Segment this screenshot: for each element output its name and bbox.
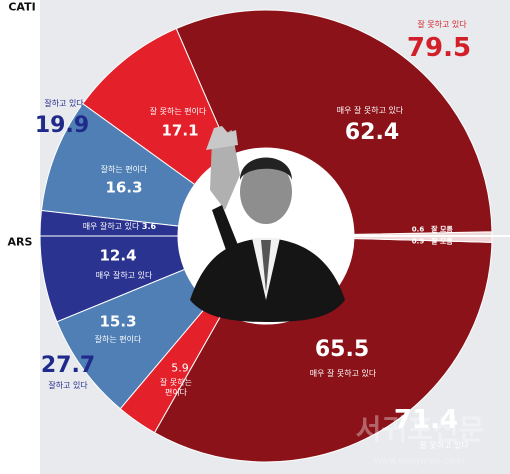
cati-very-bad-label: 매우 잘 못하고 있다 [336, 106, 404, 115]
ars-very-bad-label: 매우 잘 못하고 있다 [309, 369, 377, 378]
cati-good-label: 잘하는 편이다 [100, 165, 148, 174]
ars-bad-value: 5.9 [171, 361, 189, 375]
ars-very-good-label: 매우 잘하고 있다 [95, 271, 153, 280]
ars-bad-label: 잘 못하는 [160, 378, 192, 387]
ars-total-good-label: 잘하고 있다 [48, 381, 88, 390]
cati-total-good-value: 19.9 [34, 113, 90, 138]
cati-total-bad-label: 잘 못하고 있다 [417, 20, 467, 29]
ars-unknown-value: 0.9 [411, 237, 425, 246]
ars-unknown-label: 잘 모름 [431, 237, 453, 246]
cati-bad-label: 잘 못하는 편이다 [149, 107, 207, 116]
cati-very-good-value: 3.6 [141, 222, 157, 231]
ars-total-bad-value: 71.4 [393, 405, 459, 435]
label-ars: ARS [7, 235, 33, 249]
watermark-url: www.seogwipo.co.kr [374, 456, 466, 467]
ars-good-label: 잘하는 편이다 [94, 335, 142, 344]
cati-total-bad-value: 79.5 [406, 33, 472, 63]
person-photo [190, 126, 345, 322]
cati-very-bad-value: 62.4 [344, 120, 400, 145]
cati-bad-value: 17.1 [161, 121, 199, 140]
cati-very-good-label: 매우 잘하고 있다 [82, 222, 140, 231]
left-margin [0, 0, 40, 474]
cati-total-good-label: 잘하고 있다 [44, 99, 84, 108]
ars-total-bad-label: 잘 못하고 있다 [419, 441, 469, 450]
cati-unknown-label: 잘 모름 [431, 225, 453, 234]
ars-very-bad-value: 65.5 [314, 337, 370, 362]
center-hole [178, 126, 354, 324]
ars-good-value: 15.3 [99, 312, 137, 331]
cati-unknown-value: 0.6 [411, 225, 425, 234]
cati-good-value: 16.3 [105, 178, 143, 197]
watermark: 서귀포신문 [355, 413, 485, 446]
ars-very-good-value: 12.4 [99, 246, 137, 265]
ars-total-good-value: 27.7 [40, 353, 96, 378]
ars-bad-label-2: 편이다 [164, 388, 188, 397]
label-cati: CATI [8, 0, 36, 14]
slices [39, 9, 493, 463]
